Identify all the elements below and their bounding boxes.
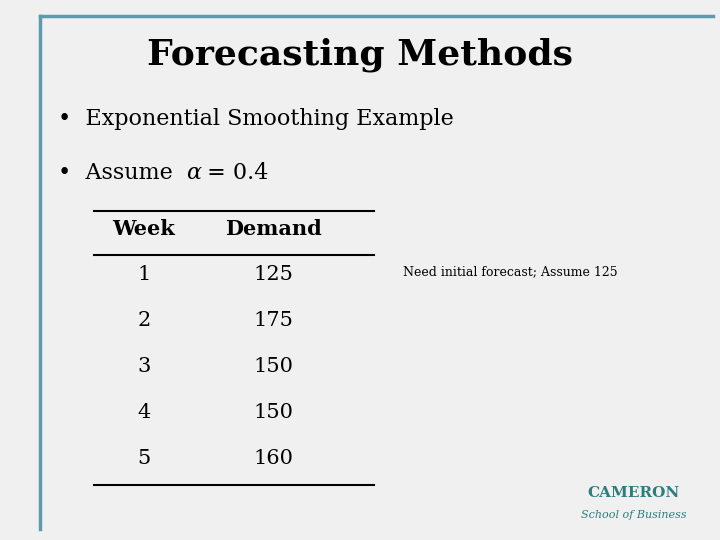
Text: 1: 1 <box>138 265 150 284</box>
Text: •  Exponential Smoothing Example: • Exponential Smoothing Example <box>58 108 454 130</box>
Text: •  Assume: • Assume <box>58 162 179 184</box>
Text: Demand: Demand <box>225 219 322 239</box>
Text: CAMERON: CAMERON <box>588 486 680 500</box>
Text: 150: 150 <box>253 403 294 422</box>
Text: 175: 175 <box>253 311 294 330</box>
Text: 5: 5 <box>138 449 150 468</box>
Text: Week: Week <box>112 219 176 239</box>
Text: 160: 160 <box>253 449 294 468</box>
Text: = 0.4: = 0.4 <box>200 162 269 184</box>
Text: 150: 150 <box>253 357 294 376</box>
Text: Forecasting Methods: Forecasting Methods <box>147 38 573 72</box>
Text: 125: 125 <box>253 265 294 284</box>
Text: 4: 4 <box>138 403 150 422</box>
Text: Need initial forecast; Assume 125: Need initial forecast; Assume 125 <box>403 265 618 278</box>
Text: School of Business: School of Business <box>581 510 686 521</box>
Text: 2: 2 <box>138 311 150 330</box>
Text: 3: 3 <box>138 357 150 376</box>
Text: α: α <box>186 162 201 184</box>
